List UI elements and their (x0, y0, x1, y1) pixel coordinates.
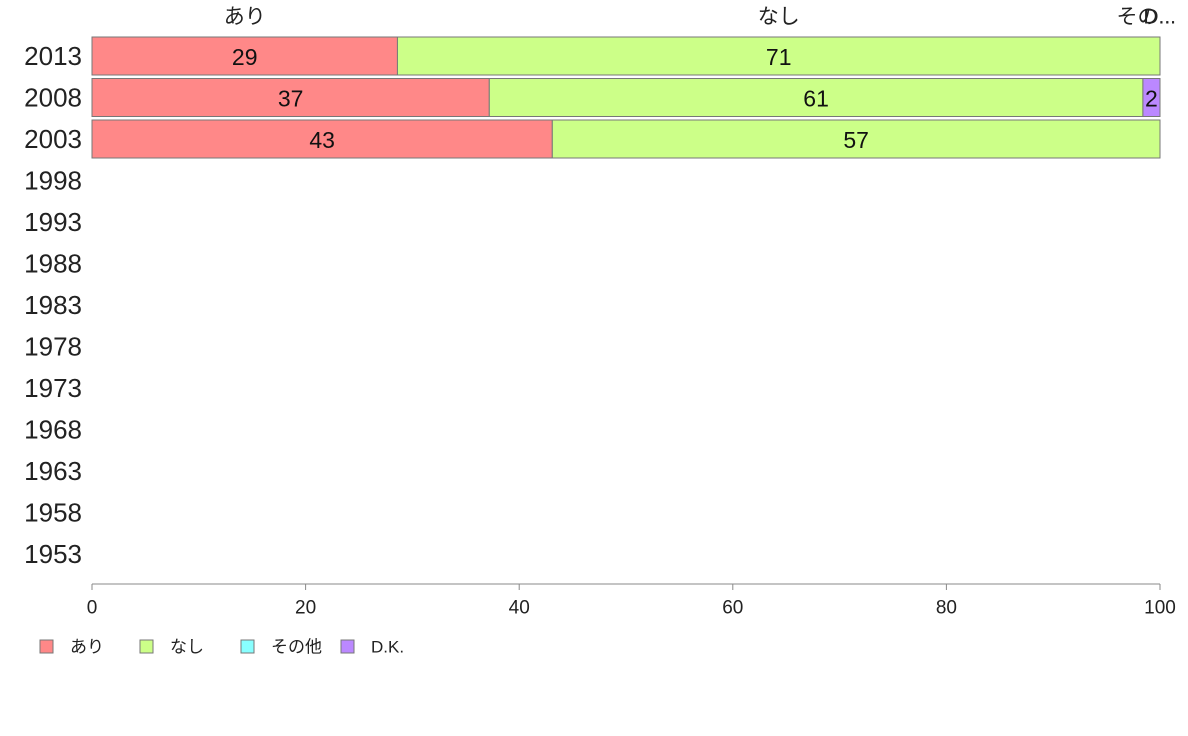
value-label-2013-なし: 71 (766, 44, 792, 70)
legend-swatch-その他 (240, 639, 255, 654)
category-label-1968: 1968 (24, 415, 82, 445)
value-label-2013-あり: 29 (232, 44, 258, 70)
legend-swatch-あり (39, 639, 54, 654)
legend-label-なし: なし (170, 638, 204, 657)
category-label-1998: 1998 (24, 166, 82, 196)
x-tick-label-80: 80 (936, 598, 957, 619)
legend-label-その他: その他 (271, 638, 322, 657)
x-tick-label-20: 20 (295, 598, 316, 619)
value-label-2003-あり: 43 (309, 127, 335, 153)
category-label-1988: 1988 (24, 249, 82, 279)
bar-2008-D.K. (1142, 78, 1161, 117)
category-label-1993: 1993 (24, 207, 82, 237)
bar-2013-なし (396, 36, 1161, 76)
x-tick-label-0: 0 (87, 598, 98, 619)
legend-swatch-なし (139, 639, 154, 654)
category-label-2003: 2003 (24, 124, 82, 154)
category-label-1958: 1958 (24, 498, 82, 528)
category-label-2008: 2008 (24, 83, 82, 113)
top-label-その他: その... (1116, 6, 1176, 29)
bar-2003-なし (551, 119, 1161, 159)
x-tick-label-60: 60 (722, 598, 743, 619)
legend-label-D.K.: D.K. (371, 638, 404, 657)
x-tick-label-40: 40 (509, 598, 530, 619)
x-tick-label-100: 100 (1144, 598, 1176, 619)
top-label-D.K.: D... (1143, 6, 1176, 29)
category-label-1953: 1953 (24, 539, 82, 569)
category-label-2013: 2013 (24, 41, 82, 71)
value-label-2008-なし: 61 (803, 86, 829, 112)
category-label-1983: 1983 (24, 290, 82, 320)
value-label-2003-なし: 57 (843, 127, 869, 153)
legend-swatch-D.K. (340, 639, 355, 654)
top-label-なし: なし (758, 6, 800, 29)
bar-2013-あり (91, 36, 398, 76)
value-label-2008-あり: 37 (278, 86, 304, 112)
value-label-2008-D.K.: 2 (1145, 86, 1158, 112)
bar-2003-あり (91, 119, 553, 159)
category-label-1963: 1963 (24, 456, 82, 486)
legend-label-あり: あり (70, 638, 104, 657)
bar-2008-あり (91, 78, 490, 117)
category-label-1973: 1973 (24, 373, 82, 403)
category-label-1978: 1978 (24, 332, 82, 362)
top-label-あり: あり (224, 6, 266, 29)
bar-2008-なし (488, 78, 1144, 117)
